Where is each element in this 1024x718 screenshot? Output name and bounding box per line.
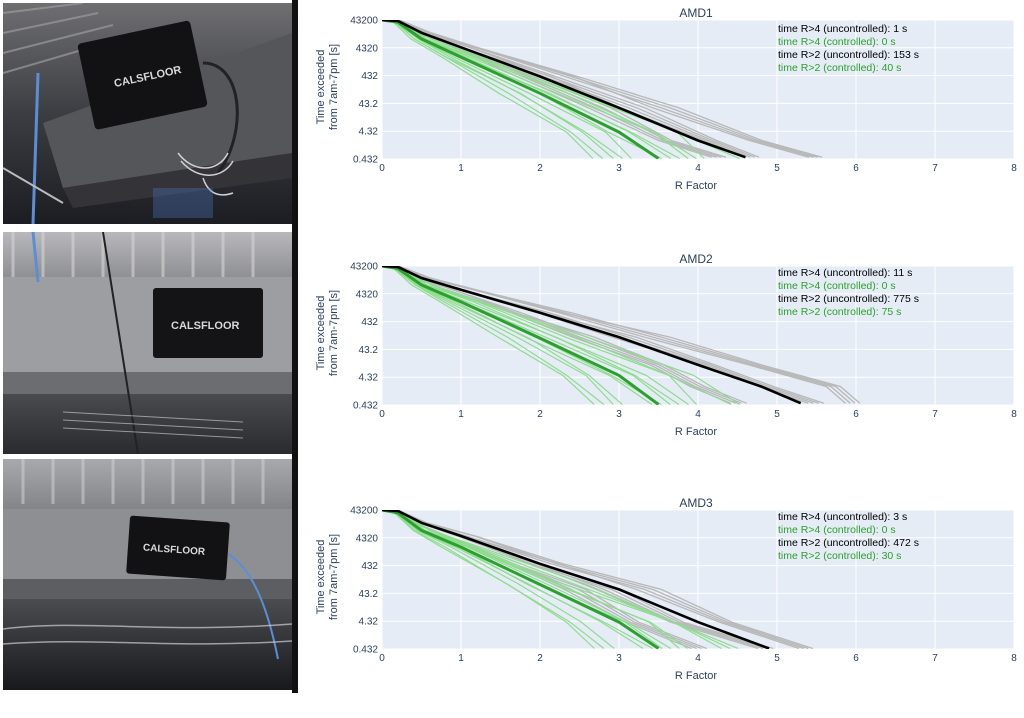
photo-sensor-amd3: CALSFLOOR — [3, 459, 292, 690]
uncontrolled-mean-line — [382, 20, 746, 159]
x-tick-label: 3 — [616, 409, 622, 420]
plot-area — [381, 19, 1015, 160]
y-tick-label: 4320 — [356, 43, 379, 54]
y-tick-label: 4.32 — [359, 373, 379, 384]
x-tick-label: 4 — [695, 653, 701, 664]
annotation-r2-uncontrolled: time R>2 (uncontrolled): 153 s — [778, 49, 919, 61]
x-tick-label: 3 — [616, 653, 622, 664]
chart-amd1: AMD1 R Factor Time exceeded from 7am-7pm… — [300, 0, 1024, 228]
annotation-list: time R>4 (uncontrolled): 1 s time R>4 (c… — [778, 23, 919, 74]
x-tick-label: 1 — [458, 409, 464, 420]
y-axis-title-line1: Time exceeded — [315, 296, 327, 371]
x-tick-label: 5 — [774, 409, 780, 420]
x-tick-label: 3 — [616, 163, 622, 174]
x-tick-label: 7 — [932, 653, 938, 664]
annotation-r4-controlled: time R>4 (controlled): 0 s — [778, 280, 896, 292]
y-tick-label: 43200 — [350, 506, 378, 517]
plot-area — [381, 509, 1015, 650]
y-tick-label: 43200 — [350, 262, 378, 273]
uncontrolled-mean-line — [382, 510, 770, 649]
y-tick-label: 43.2 — [359, 99, 379, 110]
x-tick-label: 6 — [853, 163, 859, 174]
annotation-list: time R>4 (uncontrolled): 11 s time R>4 (… — [778, 267, 919, 318]
panel-divider — [292, 0, 298, 693]
y-tick-label: 4320 — [356, 289, 379, 300]
annotation-list: time R>4 (uncontrolled): 3 s time R>4 (c… — [778, 511, 919, 562]
x-tick-label: 8 — [1011, 409, 1017, 420]
y-axis-title-line2: from 7am-7pm [s] — [328, 290, 340, 376]
plot-area — [381, 265, 1015, 406]
y-tick-label: 4320 — [356, 533, 379, 544]
y-tick-label: 432 — [361, 317, 378, 328]
y-axis-title-line1: Time exceeded — [315, 540, 327, 615]
calsfloor-logo: CALSFLOOR — [143, 543, 207, 558]
x-tick-label: 5 — [774, 163, 780, 174]
x-tick-label: 2 — [537, 653, 543, 664]
controlled-mean-line — [382, 266, 660, 405]
y-tick-label: 432 — [361, 561, 378, 572]
annotation-r2-controlled: time R>2 (controlled): 40 s — [778, 62, 901, 74]
chart-title: AMD2 — [679, 252, 713, 266]
chart-title: AMD1 — [679, 6, 713, 20]
x-tick-label: 6 — [853, 409, 859, 420]
x-tick-label: 4 — [695, 163, 701, 174]
y-axis-title-line2: from 7am-7pm [s] — [328, 534, 340, 620]
x-tick-label: 2 — [537, 163, 543, 174]
y-tick-label: 43.2 — [359, 589, 379, 600]
y-axis-title-line1: Time exceeded — [315, 50, 327, 125]
annotation-r2-controlled: time R>2 (controlled): 30 s — [778, 550, 901, 562]
annotation-r2-controlled: time R>2 (controlled): 75 s — [778, 306, 901, 318]
x-tick-label: 7 — [932, 163, 938, 174]
uncontrolled-run-line — [382, 20, 823, 158]
chart-title: AMD3 — [679, 496, 713, 510]
annotation-r2-uncontrolled: time R>2 (uncontrolled): 472 s — [778, 537, 919, 549]
controlled-mean-line — [382, 510, 660, 649]
y-tick-label: 0.432 — [353, 645, 378, 656]
y-tick-label: 4.32 — [359, 127, 379, 138]
annotation-r2-uncontrolled: time R>2 (uncontrolled): 775 s — [778, 293, 919, 305]
x-axis-title: R Factor — [675, 180, 718, 192]
uncontrolled-mean-line — [382, 266, 802, 405]
x-tick-label: 2 — [537, 409, 543, 420]
photo-sensor-amd1: CALSFLOOR — [3, 3, 292, 224]
y-axis-title-line2: from 7am-7pm [s] — [328, 44, 340, 130]
annotation-r4-uncontrolled: time R>4 (uncontrolled): 3 s — [778, 511, 907, 523]
x-tick-label: 0 — [379, 653, 385, 664]
y-tick-label: 43200 — [350, 16, 378, 27]
annotation-r4-uncontrolled: time R>4 (uncontrolled): 11 s — [778, 267, 912, 279]
y-tick-label: 43.2 — [359, 345, 379, 356]
x-tick-label: 6 — [853, 653, 859, 664]
annotation-r4-controlled: time R>4 (controlled): 0 s — [778, 36, 896, 48]
x-tick-label: 0 — [379, 163, 385, 174]
x-tick-label: 4 — [695, 409, 701, 420]
x-tick-label: 8 — [1011, 163, 1017, 174]
calsfloor-logo: CALSFLOOR — [171, 320, 239, 332]
x-axis-title: R Factor — [675, 670, 718, 682]
x-tick-label: 8 — [1011, 653, 1017, 664]
x-tick-label: 0 — [379, 409, 385, 420]
photo-sensor-amd2: CALSFLOOR — [3, 232, 292, 454]
annotation-r4-controlled: time R>4 (controlled): 0 s — [778, 524, 896, 536]
y-tick-label: 0.432 — [353, 401, 378, 412]
chart-amd2: AMD2 R Factor Time exceeded from 7am-7pm… — [300, 246, 1024, 474]
x-tick-label: 1 — [458, 653, 464, 664]
y-tick-label: 432 — [361, 71, 378, 82]
x-tick-label: 5 — [774, 653, 780, 664]
y-tick-label: 4.32 — [359, 617, 379, 628]
y-tick-label: 0.432 — [353, 155, 378, 166]
annotation-r4-uncontrolled: time R>4 (uncontrolled): 1 s — [778, 23, 907, 35]
x-tick-label: 7 — [932, 409, 938, 420]
uncontrolled-run-line — [382, 266, 861, 404]
x-axis-title: R Factor — [675, 426, 718, 438]
x-tick-label: 1 — [458, 163, 464, 174]
chart-amd3: AMD3 R Factor Time exceeded from 7am-7pm… — [300, 490, 1024, 718]
